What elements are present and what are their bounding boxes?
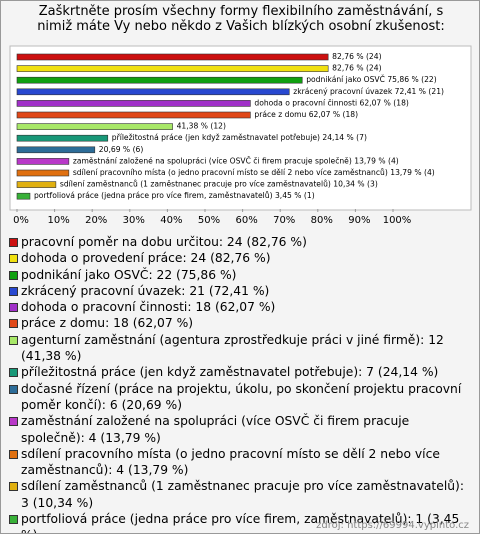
x-tick-label: 0% [13,215,29,226]
bar [16,100,251,107]
legend-swatch [9,417,18,427]
x-tick-label: 50% [198,215,220,226]
bar-label: sdílení zaměstnanců (1 zaměstnanec pracu… [60,180,378,189]
bar-label: práce z domu 62,07 % (18) [254,110,358,119]
bar [16,181,57,188]
legend-swatch [9,286,18,296]
bar [16,192,31,200]
x-tick-label: 40% [160,215,182,226]
bar [16,169,70,177]
legend-item: práce z domu: 18 (62,07 %) [9,315,471,331]
bar-label: 82,76 % (24) [332,64,381,73]
legend-item: příležitostná práce (jen když zaměstnava… [9,364,471,380]
legend-item: dočasné řízení (práce na projektu, úkolu… [9,381,471,414]
x-tick-label: 30% [123,215,145,226]
legend: pracovní poměr na dobu určitou: 24 (82,7… [9,234,471,533]
legend-item: podnikání jako OSVČ: 22 (75,86 %) [9,267,471,283]
x-tick-label: 10% [47,215,69,226]
legend-label: dohoda o provedení práce: 24 (82,76 %) [21,251,271,266]
bar-label: zaměstnání založené na spolupráci (více … [73,156,399,165]
legend-label: portfoliová práce (jedna práce pro více … [21,512,460,533]
legend-label: dohoda o pracovní činnosti: 18 (62,07 %) [21,300,276,315]
bar [16,111,251,119]
bar [16,53,329,61]
legend-item: dohoda o provedení práce: 24 (82,76 %) [9,250,471,266]
legend-item: dohoda o pracovní činnosti: 18 (62,07 %) [9,299,471,315]
legend-label: agenturní zaměstnání (agentura zprostřed… [21,332,444,364]
legend-swatch [9,335,18,345]
bar-label: dohoda o pracovní činnosti 62,07 % (18) [254,98,409,107]
x-tick-label: 90% [348,215,370,226]
legend-item: zaměstnání založené na spolupráci (více … [9,413,471,446]
bar [16,88,290,96]
bar [16,134,109,142]
legend-item: agenturní zaměstnání (agentura zprostřed… [9,332,471,365]
bar-label: 41,38 % (12) [177,122,226,131]
legend-swatch [9,238,18,247]
legend-swatch [9,270,18,280]
bar [16,76,303,84]
legend-item: pracovní poměr na dobu určitou: 24 (82,7… [9,234,471,250]
legend-swatch [9,368,18,378]
legend-swatch [9,482,18,492]
bar-label: portfoliová práce (jedna práce pro více … [34,191,315,200]
legend-item: sdílení zaměstnanců (1 zaměstnanec pracu… [9,478,471,511]
bar-label: 82,76 % (24) [332,52,381,61]
legend-item: zkrácený pracovní úvazek: 21 (72,41 %) [9,283,471,299]
legend-swatch [9,319,18,329]
legend-label: sdílení pracovního místa (o jedno pracov… [21,446,440,478]
x-tick-label: 100% [383,215,412,226]
legend-item: sdílení pracovního místa (o jedno pracov… [9,446,471,479]
bar [16,146,96,154]
legend-swatch [9,515,18,525]
legend-label: práce z domu: 18 (62,07 %) [21,316,194,331]
legend-swatch [9,303,18,313]
legend-label: dočasné řízení (práce na projektu, úkolu… [21,381,462,412]
legend-swatch [9,384,18,394]
source: zdroj: https://69994.vyplnto.cz [316,520,469,531]
legend-label: sdílení zaměstnanců (1 zaměstnanec pracu… [21,479,464,510]
legend-label: pracovní poměr na dobu určitou: 24 (82,7… [21,235,307,249]
bar-label: podnikání jako OSVČ 75,86 % (22) [306,75,437,84]
legend-label: podnikání jako OSVČ: 22 (75,86 %) [21,267,237,282]
bar-label: příležitostná práce (jen když zaměstnava… [112,133,367,142]
bar-label: zkrácený pracovní úvazek 72,41 % (21) [293,87,444,96]
x-tick-label: 20% [85,215,107,226]
legend-item: portfoliová práce (jedna práce pro více … [9,511,471,533]
bar [16,123,173,130]
legend-swatch [9,254,18,264]
x-tick-label: 80% [311,215,333,226]
legend-label: zaměstnání založené na spolupráci (více … [21,414,410,445]
x-tick-label: 60% [235,215,257,226]
legend-label: příležitostná práce (jen když zaměstnava… [21,365,439,380]
legend-label: zkrácený pracovní úvazek: 21 (72,41 %) [21,283,270,298]
chart: 0% 10% 20% 30% 40% 50% 60% 70% 80% 90% 100% 82,76 %… [9,45,472,226]
bar-label: 20,69 % (6) [99,145,144,154]
legend-swatch [9,449,18,459]
bar [16,65,329,72]
bar-label: sdílení pracovního místa (o jedno pracov… [73,168,435,177]
chart-title: Zaškrtněte prosím všechny formy flexibil… [37,4,445,34]
x-tick-label: 70% [273,215,295,226]
bar [16,158,70,165]
